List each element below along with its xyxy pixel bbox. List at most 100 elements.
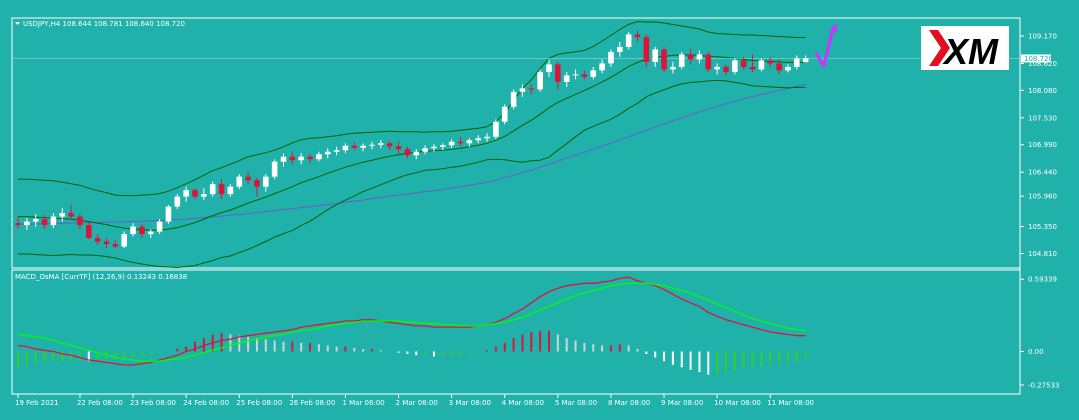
bull-candle: [360, 145, 366, 148]
bull-candle: [466, 140, 473, 144]
signal-line: [17, 282, 806, 362]
bull-candle: [794, 58, 800, 67]
bull-candle: [342, 145, 349, 151]
bull-candle: [608, 51, 614, 64]
bull-candle: [617, 46, 623, 52]
macd-tick-label: -0.27533: [1028, 381, 1059, 389]
forecast-arrow: [814, 26, 836, 68]
bull-candle: [440, 145, 446, 147]
bull-candle: [625, 34, 632, 47]
bear-candle: [307, 156, 313, 160]
bull-candle: [271, 161, 278, 177]
bull-candle: [431, 146, 437, 149]
time-tick-label: 24 Feb 08:00: [183, 399, 229, 407]
bear-candle: [749, 66, 756, 70]
time-tick-label: 4 Mar 08:00: [502, 399, 544, 407]
macd-y-axis: 0.59339 0.00 -0.27533: [1020, 276, 1059, 389]
bull-candle: [696, 54, 703, 60]
bear-candle: [245, 176, 251, 181]
bull-candle: [280, 156, 287, 162]
bull-candle: [147, 231, 154, 235]
bear-candle: [289, 156, 296, 161]
time-tick-label: 5 Mar 08:00: [555, 399, 597, 407]
bear-candle: [723, 66, 729, 72]
bull-candle: [501, 106, 508, 122]
bear-candle: [192, 190, 198, 197]
macd-line: [17, 276, 806, 366]
bear-candle: [687, 54, 694, 60]
xm-logo: XM: [921, 26, 1009, 72]
bear-candle: [776, 63, 782, 71]
bull-candle: [802, 58, 809, 63]
bull-candle: [333, 150, 340, 152]
bull-candle: [263, 176, 269, 187]
bear-candle: [555, 64, 561, 82]
bull-candle: [714, 66, 720, 70]
price-y-axis: 109.170 108.620 108.080 107.530 106.990 106.4…: [1020, 32, 1057, 258]
bear-candle: [112, 244, 119, 247]
time-tick-label: 10 Mar 08:00: [714, 399, 761, 407]
bull-candle: [24, 221, 30, 226]
price-tick-label: 106.990: [1028, 141, 1057, 149]
time-tick-label: 2 Mar 08:00: [396, 399, 438, 407]
price-tick-label: 108.620: [1028, 60, 1057, 68]
forecast-arrow-head: [829, 22, 837, 33]
time-tick-label: 8 Mar 08:00: [608, 399, 650, 407]
bear-candle: [643, 36, 650, 62]
time-tick-label: 19 Feb 2021: [15, 399, 59, 407]
bear-candle: [634, 34, 641, 37]
time-tick-label: 3 Mar 08:00: [449, 399, 491, 407]
current-price-label: 108.720: [1024, 55, 1053, 63]
bull-candle: [174, 196, 181, 207]
bear-candle: [77, 216, 83, 226]
bollinger-middle-band: [18, 54, 806, 231]
bull-candle: [32, 219, 39, 222]
bear-candle: [15, 223, 21, 226]
current-price-tag: [1021, 54, 1051, 63]
bear-candle: [705, 54, 712, 70]
time-tick-label: 1 Mar 08:00: [342, 399, 384, 407]
bull-candle: [316, 154, 322, 160]
time-x-axis: 19 Feb 2021 22 Feb 08:00 23 Feb 08:00 24 Fe…: [15, 394, 814, 407]
price-panel-header: USDJPY,H4 108.644 108.781 108.640 108.72…: [15, 20, 185, 28]
price-tick-label: 107.530: [1028, 114, 1057, 122]
bull-candle: [537, 71, 543, 90]
moving-average-line: [18, 83, 806, 225]
macd-tick-label: 0.00: [1028, 348, 1044, 356]
price-tick-label: 106.440: [1028, 169, 1057, 177]
price-tick-label: 105.350: [1028, 223, 1057, 231]
bull-candle: [236, 176, 243, 187]
bull-candle: [678, 54, 685, 67]
time-tick-label: 23 Feb 08:00: [130, 399, 176, 407]
price-tick-label: 104.810: [1028, 250, 1057, 258]
bollinger-lower-band: [18, 79, 806, 269]
bull-candle: [493, 121, 499, 137]
bear-candle: [218, 184, 225, 195]
bull-candle: [369, 144, 375, 146]
bear-candle: [528, 88, 535, 90]
bull-candle: [378, 143, 384, 145]
bull-candle: [670, 66, 676, 70]
bull-candle: [413, 151, 420, 156]
chevron-down-icon[interactable]: [15, 22, 20, 25]
bull-candle: [546, 64, 552, 72]
time-tick-label: 11 Mar 08:00: [767, 399, 814, 407]
bull-candle: [475, 138, 481, 141]
bear-candle: [740, 60, 747, 67]
bull-candle: [227, 186, 234, 195]
price-tick-label: 105.960: [1028, 193, 1057, 201]
bull-candle: [201, 194, 207, 197]
bear-candle: [386, 143, 393, 147]
price-tick-label: 108.080: [1028, 87, 1057, 95]
bull-candle: [572, 74, 579, 76]
bear-candle: [139, 226, 145, 235]
bear-candle: [661, 49, 667, 70]
macd-tick-label: 0.59339: [1028, 276, 1057, 284]
bull-candle: [209, 184, 216, 195]
bull-candle: [165, 206, 172, 222]
bear-candle: [41, 219, 48, 226]
bear-candle: [395, 146, 402, 150]
bear-candle: [68, 213, 74, 217]
